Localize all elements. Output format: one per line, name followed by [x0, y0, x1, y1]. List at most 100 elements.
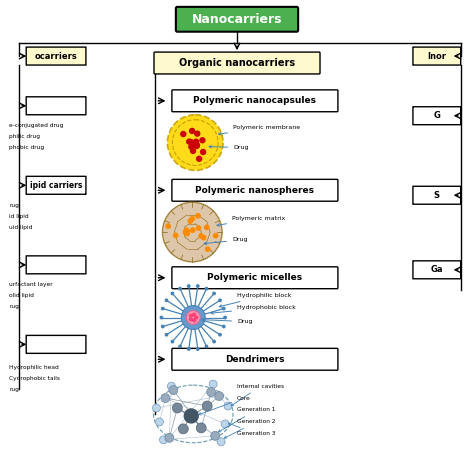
Circle shape	[202, 401, 212, 411]
Circle shape	[213, 234, 218, 238]
Circle shape	[179, 345, 181, 347]
Circle shape	[191, 228, 195, 232]
Circle shape	[215, 392, 224, 401]
Circle shape	[219, 299, 221, 301]
Text: S: S	[434, 191, 440, 200]
Circle shape	[201, 149, 206, 155]
Circle shape	[167, 115, 223, 170]
Text: Cydrophobic tails: Cydrophobic tails	[9, 376, 60, 381]
Circle shape	[165, 299, 168, 301]
Circle shape	[189, 140, 194, 145]
Text: ocarriers: ocarriers	[35, 52, 77, 61]
Circle shape	[223, 325, 225, 328]
Text: rug: rug	[9, 304, 19, 309]
Text: e-conjugated drug: e-conjugated drug	[9, 123, 64, 128]
Circle shape	[160, 316, 163, 319]
Circle shape	[166, 224, 170, 228]
Text: philic drug: philic drug	[9, 134, 40, 139]
Circle shape	[195, 131, 200, 136]
Text: phobic drug: phobic drug	[9, 145, 45, 150]
Text: Internal cavities: Internal cavities	[231, 383, 284, 406]
Text: rug: rug	[9, 203, 19, 208]
Circle shape	[193, 139, 199, 144]
Circle shape	[155, 418, 164, 426]
Circle shape	[181, 132, 186, 137]
Circle shape	[205, 287, 208, 290]
Text: Generation 1: Generation 1	[219, 408, 275, 432]
Text: Generation 3: Generation 3	[228, 423, 275, 437]
Circle shape	[194, 144, 199, 148]
Text: Inor: Inor	[428, 52, 447, 61]
Circle shape	[189, 145, 194, 149]
Circle shape	[199, 234, 203, 238]
FancyBboxPatch shape	[26, 97, 86, 115]
Circle shape	[162, 307, 164, 310]
Text: Nanocarriers: Nanocarriers	[192, 13, 282, 26]
Circle shape	[196, 423, 206, 433]
Circle shape	[200, 138, 205, 143]
Text: Organic nanocarriers: Organic nanocarriers	[179, 58, 295, 68]
Circle shape	[169, 386, 178, 394]
Circle shape	[185, 230, 189, 235]
Text: Drug: Drug	[201, 319, 253, 324]
Circle shape	[190, 217, 194, 221]
Circle shape	[184, 228, 189, 232]
Circle shape	[217, 438, 225, 446]
FancyBboxPatch shape	[26, 336, 86, 353]
Circle shape	[189, 318, 192, 321]
Circle shape	[167, 382, 175, 390]
Text: Polymeric matrix: Polymeric matrix	[217, 216, 285, 226]
Text: Hydrophilic block: Hydrophilic block	[219, 293, 292, 307]
Text: Polymeric nanocapsules: Polymeric nanocapsules	[193, 96, 316, 105]
FancyBboxPatch shape	[413, 186, 461, 204]
Circle shape	[189, 314, 192, 317]
FancyBboxPatch shape	[413, 261, 461, 279]
Circle shape	[194, 143, 200, 147]
Circle shape	[209, 380, 217, 388]
Text: olid lipid: olid lipid	[9, 293, 34, 298]
Text: urfactant layer: urfactant layer	[9, 282, 53, 287]
Circle shape	[195, 316, 198, 319]
FancyBboxPatch shape	[413, 47, 461, 65]
Circle shape	[188, 348, 190, 350]
Circle shape	[183, 230, 188, 234]
Text: Ga: Ga	[430, 265, 443, 274]
Circle shape	[188, 219, 192, 223]
Circle shape	[162, 325, 164, 328]
FancyBboxPatch shape	[26, 176, 86, 194]
FancyBboxPatch shape	[413, 107, 461, 125]
Circle shape	[213, 292, 215, 295]
Text: Hydrophobic block: Hydrophobic block	[211, 305, 296, 314]
Text: Generation 2: Generation 2	[224, 419, 275, 438]
Text: Dendrimers: Dendrimers	[225, 355, 285, 364]
Circle shape	[178, 424, 188, 434]
Circle shape	[159, 436, 167, 444]
Circle shape	[197, 285, 199, 287]
Circle shape	[210, 431, 219, 440]
Circle shape	[171, 292, 173, 295]
Text: ipid carriers: ipid carriers	[30, 181, 82, 190]
Circle shape	[173, 233, 178, 237]
Circle shape	[201, 236, 206, 240]
Text: G: G	[433, 111, 440, 120]
Circle shape	[213, 340, 215, 343]
Circle shape	[219, 334, 221, 336]
FancyBboxPatch shape	[26, 256, 86, 274]
Circle shape	[153, 404, 161, 412]
Circle shape	[197, 348, 199, 350]
FancyBboxPatch shape	[172, 267, 338, 289]
FancyBboxPatch shape	[172, 90, 338, 112]
Circle shape	[196, 226, 201, 230]
Text: id lipid: id lipid	[9, 214, 29, 219]
Text: Drug: Drug	[209, 145, 248, 150]
Circle shape	[193, 140, 198, 145]
Circle shape	[161, 393, 170, 402]
Circle shape	[224, 402, 232, 410]
Circle shape	[193, 313, 196, 316]
Circle shape	[163, 202, 222, 262]
FancyBboxPatch shape	[172, 179, 338, 201]
Circle shape	[186, 310, 200, 325]
Circle shape	[191, 148, 195, 154]
Circle shape	[206, 247, 210, 251]
Circle shape	[171, 340, 173, 343]
